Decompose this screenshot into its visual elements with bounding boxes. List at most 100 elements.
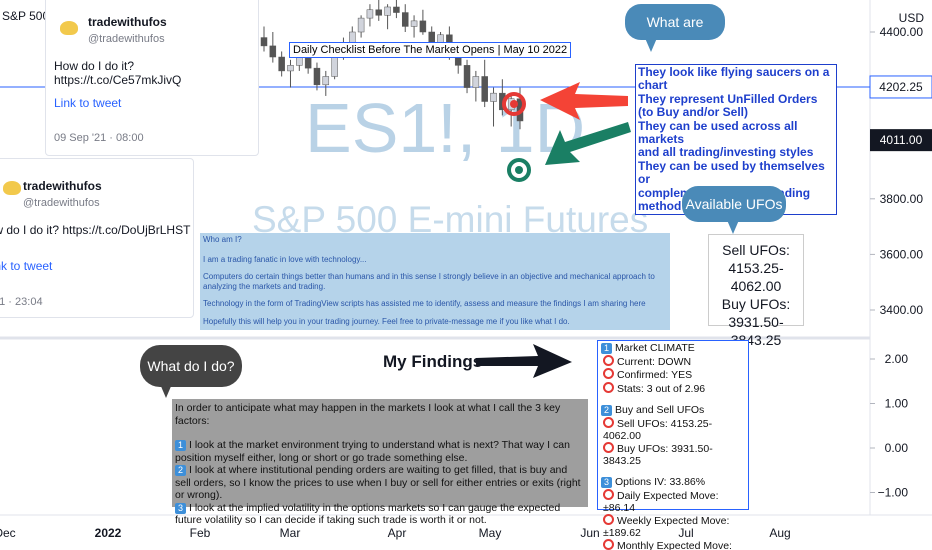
sell-range: 4153.25-4062.00 <box>728 260 784 294</box>
indicator-tick-label: −1.00 <box>878 486 909 500</box>
section-title: Options IV: 33.86% <box>615 476 706 489</box>
panel-line: Current: DOWN <box>601 354 745 369</box>
tweet-text: How do I do it? https://t.co/DoUjBrLHST <box>0 223 191 237</box>
what-do-i-do-bubble: What do I do? <box>140 345 242 387</box>
about-box: Who am I? I am a trading fanatic in love… <box>200 233 670 330</box>
candle-body <box>490 92 497 102</box>
findings-panel: 1 Market CLIMATE Current: DOWN Confirmed: Y… <box>597 340 749 550</box>
time-label: Mar <box>280 526 301 540</box>
panel-line: Daily Expected Move: ±86.14 <box>601 488 745 514</box>
price-tick-label: 3800.00 <box>880 192 924 206</box>
indicator-tick-label: 1.00 <box>885 397 909 411</box>
avatar <box>3 181 21 195</box>
line-icon <box>603 488 614 500</box>
panel-line-text: Current: DOWN <box>617 355 692 368</box>
available-bubble: Available UFOs <box>682 186 786 222</box>
panel-line-text: Sell UFOs: 4153.25-4062.00 <box>603 417 713 442</box>
ufo-bubble: What are UFOs? <box>625 4 725 66</box>
panel-line: Buy UFOs: 3931.50-3843.25 <box>601 442 745 467</box>
about-paragraph: Computers do certain things better than … <box>203 272 655 291</box>
candle-body <box>472 76 480 88</box>
buy-ufo-marker <box>507 158 531 182</box>
red-arrow <box>540 82 628 120</box>
price-tick-label: 3400.00 <box>880 303 924 317</box>
line-icon <box>603 381 614 393</box>
candle-body <box>357 17 365 33</box>
bubble-tail <box>645 38 657 52</box>
black-arrow <box>476 344 572 378</box>
time-label: Aug <box>769 526 790 540</box>
panel-line: Confirmed: YES <box>601 368 745 382</box>
line-icon <box>603 514 614 526</box>
candle-body <box>393 6 400 13</box>
panel-section-title: 2 Buy and Sell UFOs <box>601 405 745 417</box>
tweet-name: tradewithufos <box>23 179 102 193</box>
tweet-text: How do I do it? https://t.co/Ce57mkJivQ <box>54 59 182 87</box>
tweet-handle: @tradewithufos <box>88 33 165 45</box>
section-title: Buy and Sell UFOs <box>615 404 705 417</box>
factor-number: 1 <box>175 440 186 451</box>
about-paragraph: Technology in the form of TradingView sc… <box>203 299 646 308</box>
line-icon <box>603 539 614 550</box>
time-label: Jul <box>678 526 693 540</box>
factors-box: In order to anticipate what may happen i… <box>172 399 588 526</box>
tweet-link[interactable]: Link to tweet <box>54 96 122 110</box>
avatar <box>60 21 78 35</box>
ufo-line: They can be used by themselves or <box>638 158 825 187</box>
green-arrow <box>545 122 631 165</box>
last-price-badge <box>869 75 932 99</box>
panel-line-text: Confirmed: YES <box>617 369 693 382</box>
candle-body <box>401 12 409 27</box>
factors-intro: In order to anticipate what may happen i… <box>175 402 561 427</box>
time-label: Apr <box>388 526 407 540</box>
ufo-line: They represent UnFilled Orders <box>638 91 818 106</box>
factor-text: I look at the market environment trying … <box>175 439 570 464</box>
candle-body <box>260 37 268 47</box>
tweet-link[interactable]: Link to tweet <box>0 259 53 273</box>
about-paragraph: Hopefully this will help you in your tra… <box>203 316 570 326</box>
section-number: 2 <box>601 405 612 417</box>
ufo-line: They can be used across all markets <box>638 118 798 147</box>
my-findings: My Findings <box>383 352 483 371</box>
time-label: Feb <box>190 526 211 540</box>
tweet-handle: @tradewithufos <box>23 197 100 209</box>
section-title: Market CLIMATE <box>615 342 695 354</box>
panel-section-title: 3 Options IV: 33.86% <box>601 477 745 489</box>
ufo-line: and all trading/investing styles <box>638 145 814 160</box>
factor-text: I look at the implied volatility in the … <box>175 501 561 527</box>
factor-number: 2 <box>175 465 186 476</box>
sell-ufo-marker <box>502 92 526 116</box>
candle-body <box>366 9 374 19</box>
candle-body <box>384 6 391 16</box>
panel-line-text: Daily Expected Move: ±86.14 <box>603 489 719 514</box>
level-label: 4011.00 <box>880 133 923 147</box>
tweet-card: tradewithufos @tradewithufos How do I do… <box>45 0 259 156</box>
available-box: Sell UFOs: 4153.25-4062.00 Buy UFOs: 393… <box>708 234 804 348</box>
candle-body <box>287 65 294 72</box>
ufo-line: (to Buy and/or Sell) <box>638 105 749 120</box>
bubble-tail <box>727 220 739 234</box>
factor-text: I look at where institutional pending or… <box>175 464 581 501</box>
panel-section-title: 1 Market CLIMATE <box>601 342 745 355</box>
panel-line: Monthly Expected Move: ±394.72 <box>601 539 745 550</box>
panel-line: Sell UFOs: 4153.25-4062.00 <box>601 416 745 442</box>
bubble-tail <box>160 384 172 398</box>
time-label: 2022 <box>95 526 122 540</box>
about-paragraph: I am a trading fanatic in love with tech… <box>203 254 367 264</box>
candle-body <box>322 76 330 86</box>
section-number: 1 <box>601 343 612 354</box>
buy-label: Buy UFOs: <box>721 296 791 312</box>
candle-body <box>278 56 285 72</box>
sell-ufo-marker <box>510 100 518 108</box>
tweet-name: tradewithufos <box>88 15 167 29</box>
price-tick-label: 4400.00 <box>880 25 924 39</box>
panel-line-text: Weekly Expected Move: ±189.62 <box>603 515 730 539</box>
tweet-date: 09 Sep '21 · 08:00 <box>54 132 144 144</box>
candle-body <box>419 20 427 33</box>
candle-body <box>410 20 418 27</box>
panel-line-text: Buy UFOs: 3931.50-3843.25 <box>603 443 713 467</box>
time-label: Jun <box>580 526 599 540</box>
about-title: Who am I? <box>203 235 242 244</box>
line-icon <box>603 416 614 428</box>
